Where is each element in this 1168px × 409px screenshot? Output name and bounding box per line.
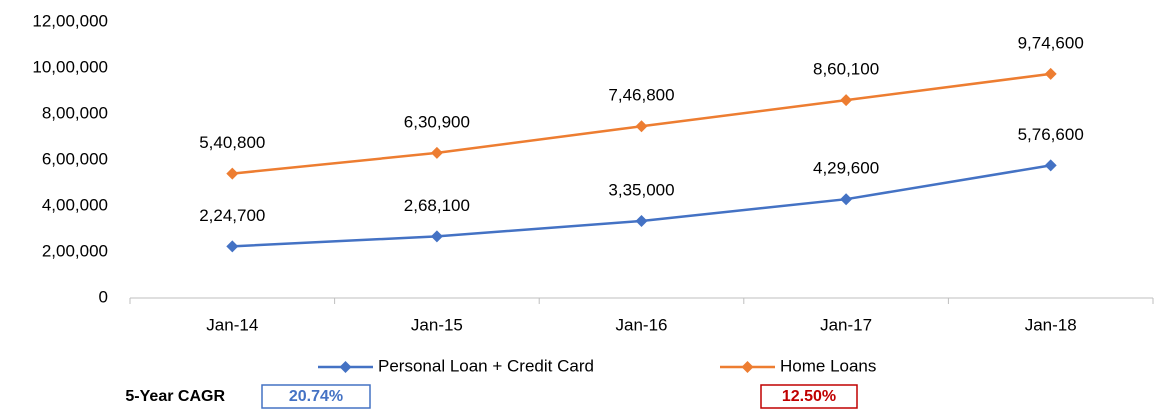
legend-label: Home Loans: [780, 356, 876, 375]
point: [840, 193, 853, 206]
x-tick-label: Jan-15: [411, 315, 463, 334]
data-label: 5,40,800: [199, 133, 265, 152]
series-line: [232, 164, 1051, 248]
point: [430, 230, 443, 243]
y-tick-label: 8,00,000: [42, 103, 108, 122]
cagr-value: 20.74%: [289, 388, 343, 405]
legend-label: Personal Loan + Credit Card: [378, 356, 594, 375]
data-label: 6,30,900: [404, 112, 470, 131]
data-label: 8,60,100: [813, 60, 879, 79]
y-tick-label: 12,00,000: [32, 11, 108, 30]
cagr-box: [760, 384, 858, 409]
y-tick-label: 10,00,000: [32, 57, 108, 76]
data-label: 5,76,600: [1018, 125, 1084, 144]
x-tick-label: Jan-16: [616, 315, 668, 334]
data-label: 4,29,600: [813, 159, 879, 178]
point: [840, 94, 853, 107]
y-tick-label: 0: [99, 287, 108, 306]
point: [635, 120, 648, 133]
data-label: 2,24,700: [199, 206, 265, 225]
point: [635, 214, 648, 227]
y-tick-label: 2,00,000: [42, 241, 108, 260]
cagr-value: 12.50%: [782, 388, 836, 405]
x-tick-label: Jan-14: [206, 315, 258, 334]
point: [1044, 159, 1057, 172]
y-tick-label: 6,00,000: [42, 149, 108, 168]
point: [1044, 67, 1057, 80]
data-label: 3,35,000: [608, 180, 674, 199]
point: [226, 240, 239, 253]
cagr-box: [261, 384, 371, 409]
data-label: 2,68,100: [404, 196, 470, 215]
data-label: 9,74,600: [1018, 33, 1084, 52]
point: [226, 167, 239, 180]
x-tick-label: Jan-18: [1025, 315, 1077, 334]
legend-marker: [339, 361, 352, 373]
legend-marker: [741, 361, 754, 373]
data-label: 7,46,800: [608, 86, 674, 105]
point: [430, 146, 443, 159]
x-tick-label: Jan-17: [820, 315, 872, 334]
y-tick-label: 4,00,000: [42, 195, 108, 214]
cagr-label: 5-Year CAGR: [125, 388, 225, 405]
